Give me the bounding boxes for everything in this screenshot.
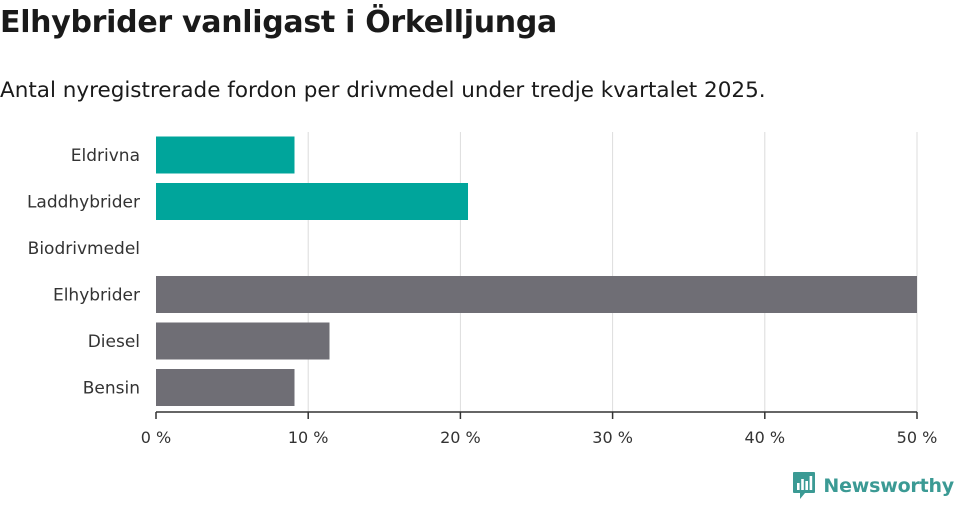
category-label: Bensin (83, 379, 140, 399)
x-tick-label: 20 % (440, 428, 481, 447)
x-tick-label: 30 % (592, 428, 633, 447)
x-tick-label: 50 % (897, 428, 938, 447)
x-tick-label: 10 % (288, 428, 329, 447)
category-label: Eldrivna (71, 146, 140, 166)
x-tick-label: 0 % (141, 428, 171, 447)
category-label: Laddhybrider (27, 193, 140, 213)
bar (156, 276, 917, 313)
brand-logo: Newsworthy (792, 471, 954, 501)
category-label: Elhybrider (53, 286, 140, 306)
category-label: Diesel (88, 332, 140, 352)
chart-subtitle: Antal nyregistrerade fordon per drivmede… (0, 78, 766, 103)
bar (156, 369, 295, 406)
brand-name: Newsworthy (823, 475, 954, 497)
chart-title: Elhybrider vanligast i Örkelljunga (0, 5, 557, 40)
category-label: Biodrivmedel (28, 239, 140, 259)
bar (156, 136, 295, 174)
bar (156, 322, 330, 360)
newsworthy-logo-icon (793, 472, 816, 499)
bar (156, 183, 469, 220)
x-tick-label: 40 % (744, 428, 785, 447)
